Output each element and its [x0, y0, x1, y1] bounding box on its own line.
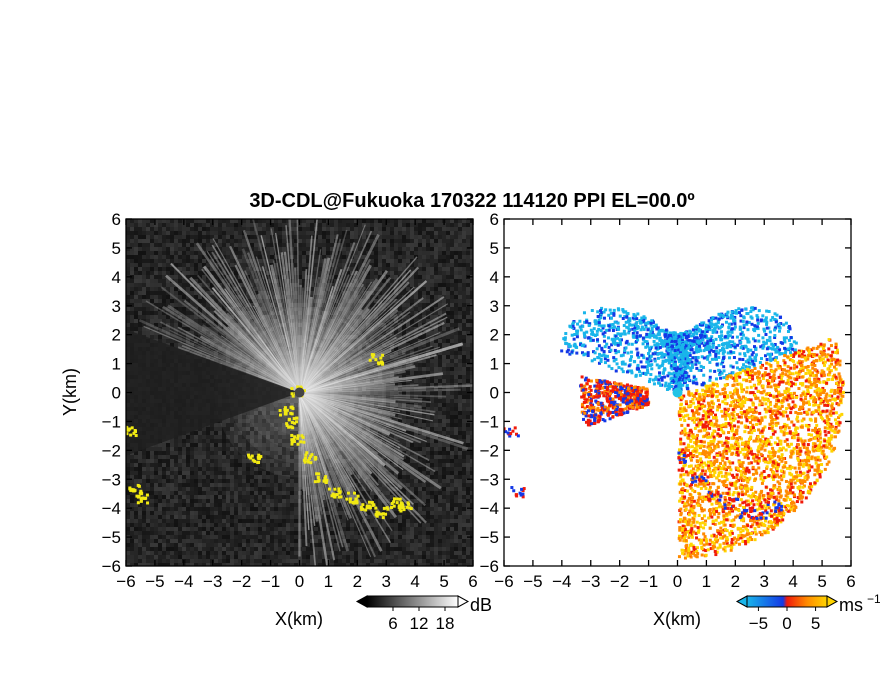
y-tick-label: −3 — [480, 470, 499, 489]
x-tick-label: −5 — [523, 572, 542, 591]
y-tick-label: 6 — [112, 210, 121, 229]
x-tick-label: −4 — [174, 572, 193, 591]
snr-blocked-sector — [126, 329, 300, 456]
colorbar-max-arrow — [457, 595, 470, 608]
y-tick-label: −2 — [480, 441, 499, 460]
colorbar-unit: dB — [470, 595, 492, 615]
x-tick-label: −3 — [203, 572, 222, 591]
colorbar-max-arrow — [826, 595, 839, 608]
x-tick-label: 3 — [760, 572, 769, 591]
y-tick-label: −4 — [480, 499, 499, 518]
y-tick-label: 3 — [112, 297, 121, 316]
x-tick-label: −1 — [261, 572, 280, 591]
radar-center — [672, 387, 683, 398]
snr-rays — [138, 219, 473, 566]
radar-center — [294, 387, 305, 398]
colorbar-tick-label: 5 — [811, 614, 820, 633]
y-tick-label: 0 — [112, 384, 121, 403]
velocity-field — [504, 219, 851, 566]
colorbar-strip — [746, 595, 828, 608]
y-tick-label: 0 — [490, 384, 499, 403]
y-tick-label: 3 — [490, 297, 499, 316]
x-tick-label: 1 — [702, 572, 711, 591]
y-tick-label: −5 — [480, 528, 499, 547]
x-tick-label: 5 — [439, 572, 448, 591]
x-tick-label: 1 — [324, 572, 333, 591]
x-tick-label: −3 — [581, 572, 600, 591]
snr-xlabel: X(km) — [275, 609, 323, 629]
colorbar-min-arrow — [355, 595, 368, 608]
y-tick-label: −5 — [102, 528, 121, 547]
x-tick-label: 2 — [353, 572, 362, 591]
colorbar-tick-label: −5 — [749, 614, 768, 633]
x-tick-label: −5 — [145, 572, 164, 591]
snr-colorbar: 6 12 18 dB — [355, 595, 492, 633]
colorbar-tick-label: 0 — [782, 614, 791, 633]
y-tick-label: 4 — [490, 268, 499, 287]
x-tick-label: −1 — [639, 572, 658, 591]
colorbar-tick-label: 12 — [410, 614, 429, 633]
x-tick-label: 2 — [731, 572, 740, 591]
y-tick-label: −1 — [102, 412, 121, 431]
y-tick-label: 5 — [112, 239, 121, 258]
x-tick-label: 3 — [382, 572, 391, 591]
y-tick-label: −6 — [102, 557, 121, 576]
colorbar-unit: ms — [839, 595, 863, 615]
y-tick-label: −2 — [102, 441, 121, 460]
y-tick-label: −4 — [102, 499, 121, 518]
x-tick-label: −4 — [552, 572, 571, 591]
y-tick-label: 1 — [112, 355, 121, 374]
x-tick-label: 0 — [295, 572, 304, 591]
x-tick-label: 6 — [846, 572, 855, 591]
colorbar-strip — [366, 595, 459, 608]
x-tick-label: −2 — [232, 572, 251, 591]
y-tick-label: −1 — [480, 412, 499, 431]
y-tick-label: −6 — [480, 557, 499, 576]
x-tick-label: 0 — [673, 572, 682, 591]
velocity-colorbar: −5 0 5 ms −1 — [735, 592, 880, 633]
x-tick-label: 4 — [788, 572, 797, 591]
x-tick-label: −6 — [116, 572, 135, 591]
y-tick-label: 2 — [490, 326, 499, 345]
x-tick-label: 4 — [410, 572, 419, 591]
y-tick-label: 6 — [490, 210, 499, 229]
y-tick-label: −3 — [102, 470, 121, 489]
figure-title: 3D-CDL@Fukuoka 170322 114120 PPI EL=00.0… — [249, 190, 694, 212]
y-tick-label: 4 — [112, 268, 121, 287]
velocity-xlabel: X(km) — [653, 609, 701, 629]
y-tick-label: 1 — [490, 355, 499, 374]
x-tick-label: 5 — [817, 572, 826, 591]
colorbar-tick-label: 6 — [388, 614, 397, 633]
x-tick-label: −2 — [610, 572, 629, 591]
snr-ylabel: Y(km) — [60, 368, 80, 416]
y-tick-label: 5 — [490, 239, 499, 258]
colorbar-min-arrow — [735, 595, 748, 608]
snr-field — [126, 219, 473, 566]
x-tick-label: −6 — [494, 572, 513, 591]
colorbar-tick-label: 18 — [436, 614, 455, 633]
y-tick-label: 2 — [112, 326, 121, 345]
velocity-cells — [504, 306, 845, 560]
x-tick-label: 6 — [468, 572, 477, 591]
colorbar-unit-exponent: −1 — [867, 592, 880, 606]
